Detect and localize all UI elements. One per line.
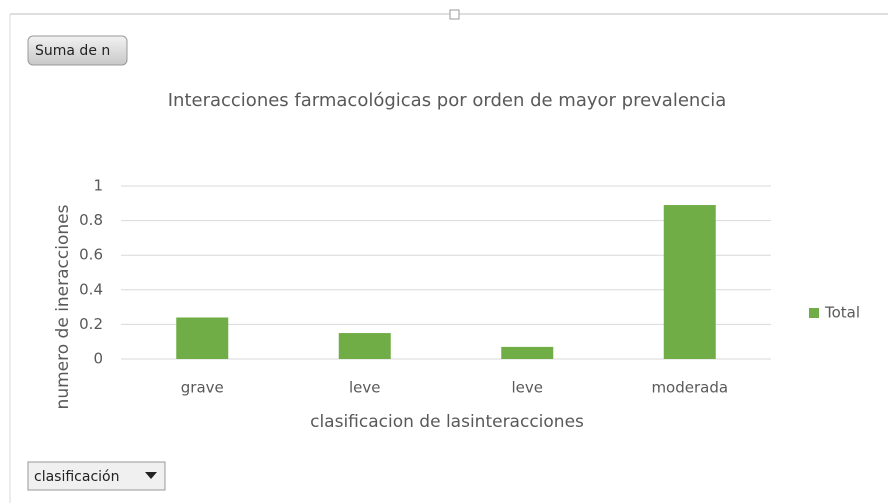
y-tick-label: 0	[93, 350, 103, 368]
x-tick-label: grave	[181, 379, 224, 397]
axis-field-button[interactable]: clasificación	[27, 461, 166, 491]
resize-handle[interactable]	[449, 9, 460, 20]
x-axis-title: clasificacion de lasinteracciones	[310, 412, 584, 432]
y-tick-label: 0.6	[79, 246, 103, 264]
y-tick-label: 1	[93, 177, 103, 195]
x-tick-label: leve	[349, 379, 381, 397]
y-tick-label: 0.8	[79, 211, 103, 229]
bar	[501, 346, 554, 359]
y-tick-label: 0.2	[79, 315, 103, 333]
legend-swatch	[809, 308, 819, 318]
chart-title: Interacciones farmacológicas por orden d…	[168, 90, 727, 111]
button-bg[interactable]	[27, 461, 166, 491]
y-axis-title: numero de ineracciones	[53, 204, 73, 409]
button-label[interactable]: Suma de n	[35, 43, 110, 59]
button-label[interactable]: clasificación	[34, 469, 119, 485]
button-bg[interactable]	[27, 35, 128, 66]
legend-label: Total	[824, 304, 860, 322]
bar	[663, 205, 716, 359]
x-tick-label: moderada	[651, 379, 728, 397]
bar	[338, 333, 391, 359]
y-tick-label: 0.4	[79, 280, 103, 298]
x-tick-label: leve	[511, 379, 543, 397]
value-field-button[interactable]: Suma de n	[27, 35, 128, 66]
bar	[176, 317, 229, 359]
dropdown-arrow[interactable]	[145, 472, 157, 479]
